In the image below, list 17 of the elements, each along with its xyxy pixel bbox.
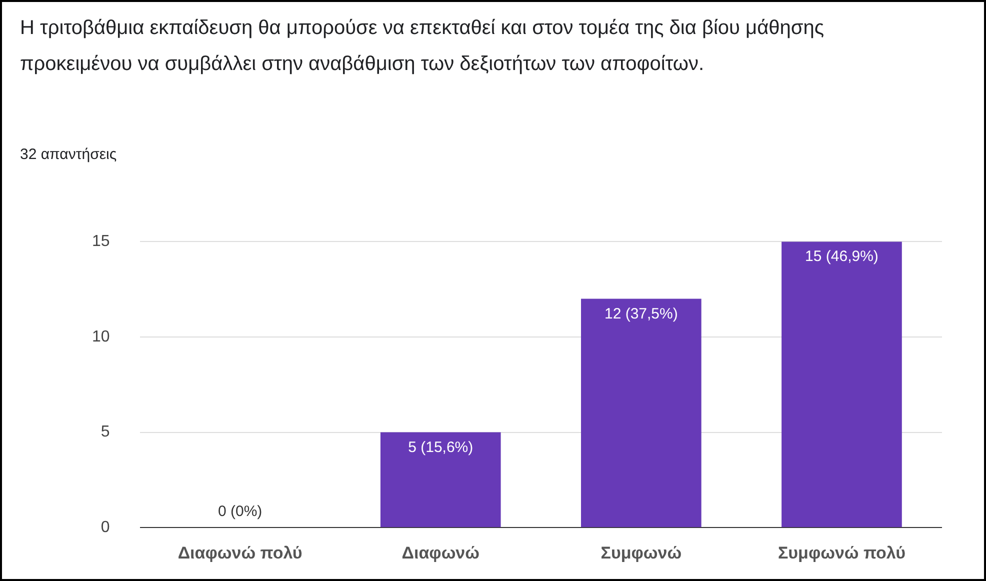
data-label: 12 (37,5%) <box>604 305 678 322</box>
chart-subtitle: 32 απαντήσεις <box>20 146 117 163</box>
y-tick-label: 5 <box>100 424 110 441</box>
bar <box>380 432 501 528</box>
data-label: 15 (46,9%) <box>805 248 878 266</box>
data-label: 0 (0%) <box>218 503 262 520</box>
x-tick-label: Συμφωνώ πολύ <box>778 543 906 562</box>
y-tick-label: 15 <box>92 233 110 250</box>
x-tick-label: Συμφωνώ <box>600 543 682 562</box>
chart-title: Η τριτοβάθμια εκπαίδευση θα μπορούσε να επεκταθεί και στον τομέα της δια βίου μάθησης προκειμένου να συμβάλλει στην αναβάθμιση των δεξιοτήτων των αποφοίτων. <box>20 16 825 77</box>
y-tick-label: 0 <box>100 519 110 536</box>
bar <box>581 298 702 528</box>
y-tick-label: 10 <box>92 328 110 346</box>
x-tick-label: Διαφωνώ <box>402 543 480 562</box>
x-tick-label: Διαφωνώ πολύ <box>178 543 302 562</box>
bar <box>782 242 902 528</box>
data-label: 5 (15,6%) <box>408 438 474 456</box>
